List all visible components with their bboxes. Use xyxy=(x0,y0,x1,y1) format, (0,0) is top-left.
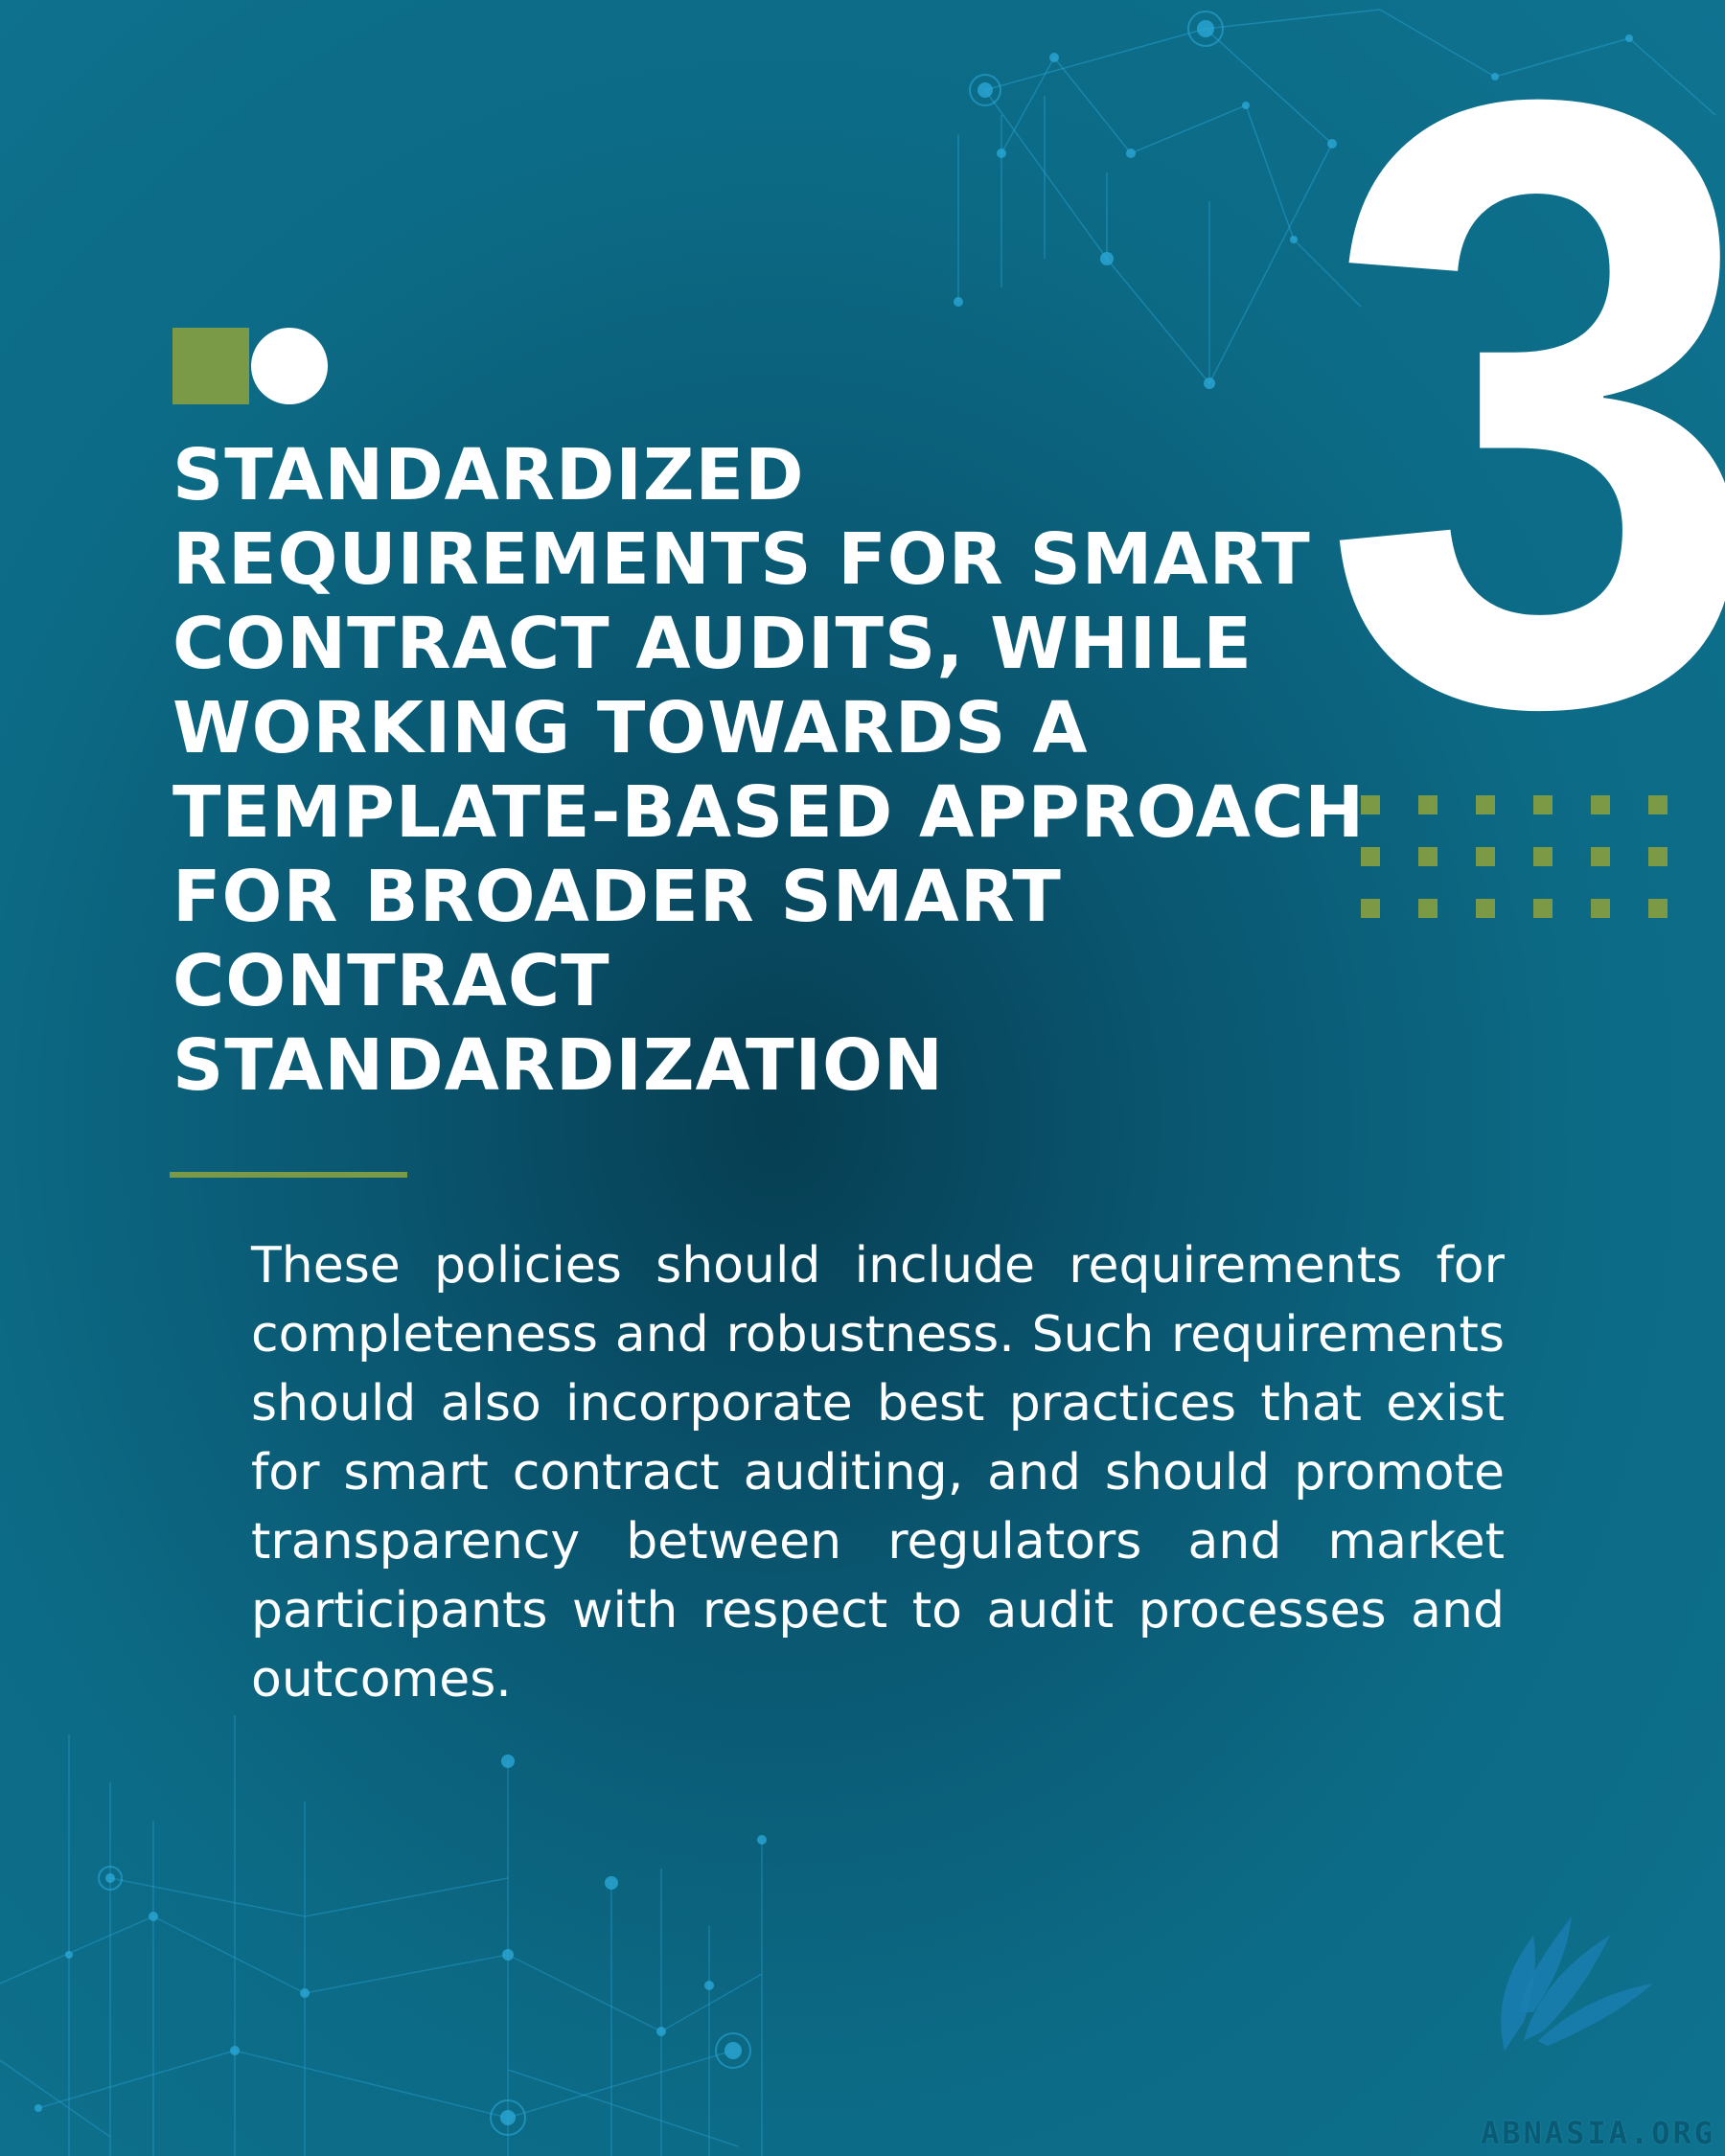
heading-divider xyxy=(170,1172,407,1178)
grid-dot xyxy=(1591,899,1610,918)
circle-badge-icon xyxy=(251,328,328,404)
square-badge-icon xyxy=(172,328,249,404)
heading-line: WORKING TOWARDS A xyxy=(172,687,1089,769)
heading-line: STANDARDIZED xyxy=(172,434,805,516)
grid-dot xyxy=(1533,795,1552,814)
grid-dot xyxy=(1476,795,1495,814)
heading-line: TEMPLATE-BASED APPROACH xyxy=(172,771,1366,854)
network-top-right-rings xyxy=(969,11,1224,106)
grid-dot xyxy=(1591,795,1610,814)
slide-heading: STANDARDIZED REQUIREMENTS FOR SMART CONT… xyxy=(172,433,1366,1108)
step-number: 3 xyxy=(1321,0,1725,884)
grid-dot xyxy=(1476,847,1495,866)
grid-dot xyxy=(1591,847,1610,866)
heading-line: CONTRACT AUDITS, WHILE xyxy=(172,603,1253,685)
grid-dot xyxy=(1648,899,1668,918)
grid-dot xyxy=(1648,847,1668,866)
grid-dot xyxy=(1361,847,1380,866)
grid-dot xyxy=(1648,795,1668,814)
site-logo-text: ABNASIA.ORG xyxy=(1481,2115,1715,2151)
heading-line: FOR BROADER SMART xyxy=(172,856,1062,938)
grid-dot xyxy=(1361,795,1380,814)
network-bottom-left-rings xyxy=(98,1866,751,2136)
network-bottom-left-nodes xyxy=(34,1755,767,2125)
grid-dot xyxy=(1476,899,1495,918)
body-paragraph: These policies should include requiremen… xyxy=(251,1237,1505,1709)
grid-dot xyxy=(1418,795,1438,814)
grid-dot xyxy=(1361,899,1380,918)
network-bottom-left xyxy=(0,1715,763,2156)
feather-wing-icon xyxy=(1501,1916,1653,2051)
heading-line: CONTRACT xyxy=(172,940,610,1022)
network-top-right-nodes xyxy=(954,20,1633,389)
grid-dot xyxy=(1418,899,1438,918)
grid-dot xyxy=(1533,847,1552,866)
grid-dot xyxy=(1418,847,1438,866)
heading-line: STANDARDIZATION xyxy=(172,1024,944,1107)
network-top-right xyxy=(957,9,1716,384)
heading-line: REQUIREMENTS FOR SMART xyxy=(172,518,1311,601)
grid-dot xyxy=(1533,899,1552,918)
decorative-dot-grid xyxy=(1361,795,1725,929)
